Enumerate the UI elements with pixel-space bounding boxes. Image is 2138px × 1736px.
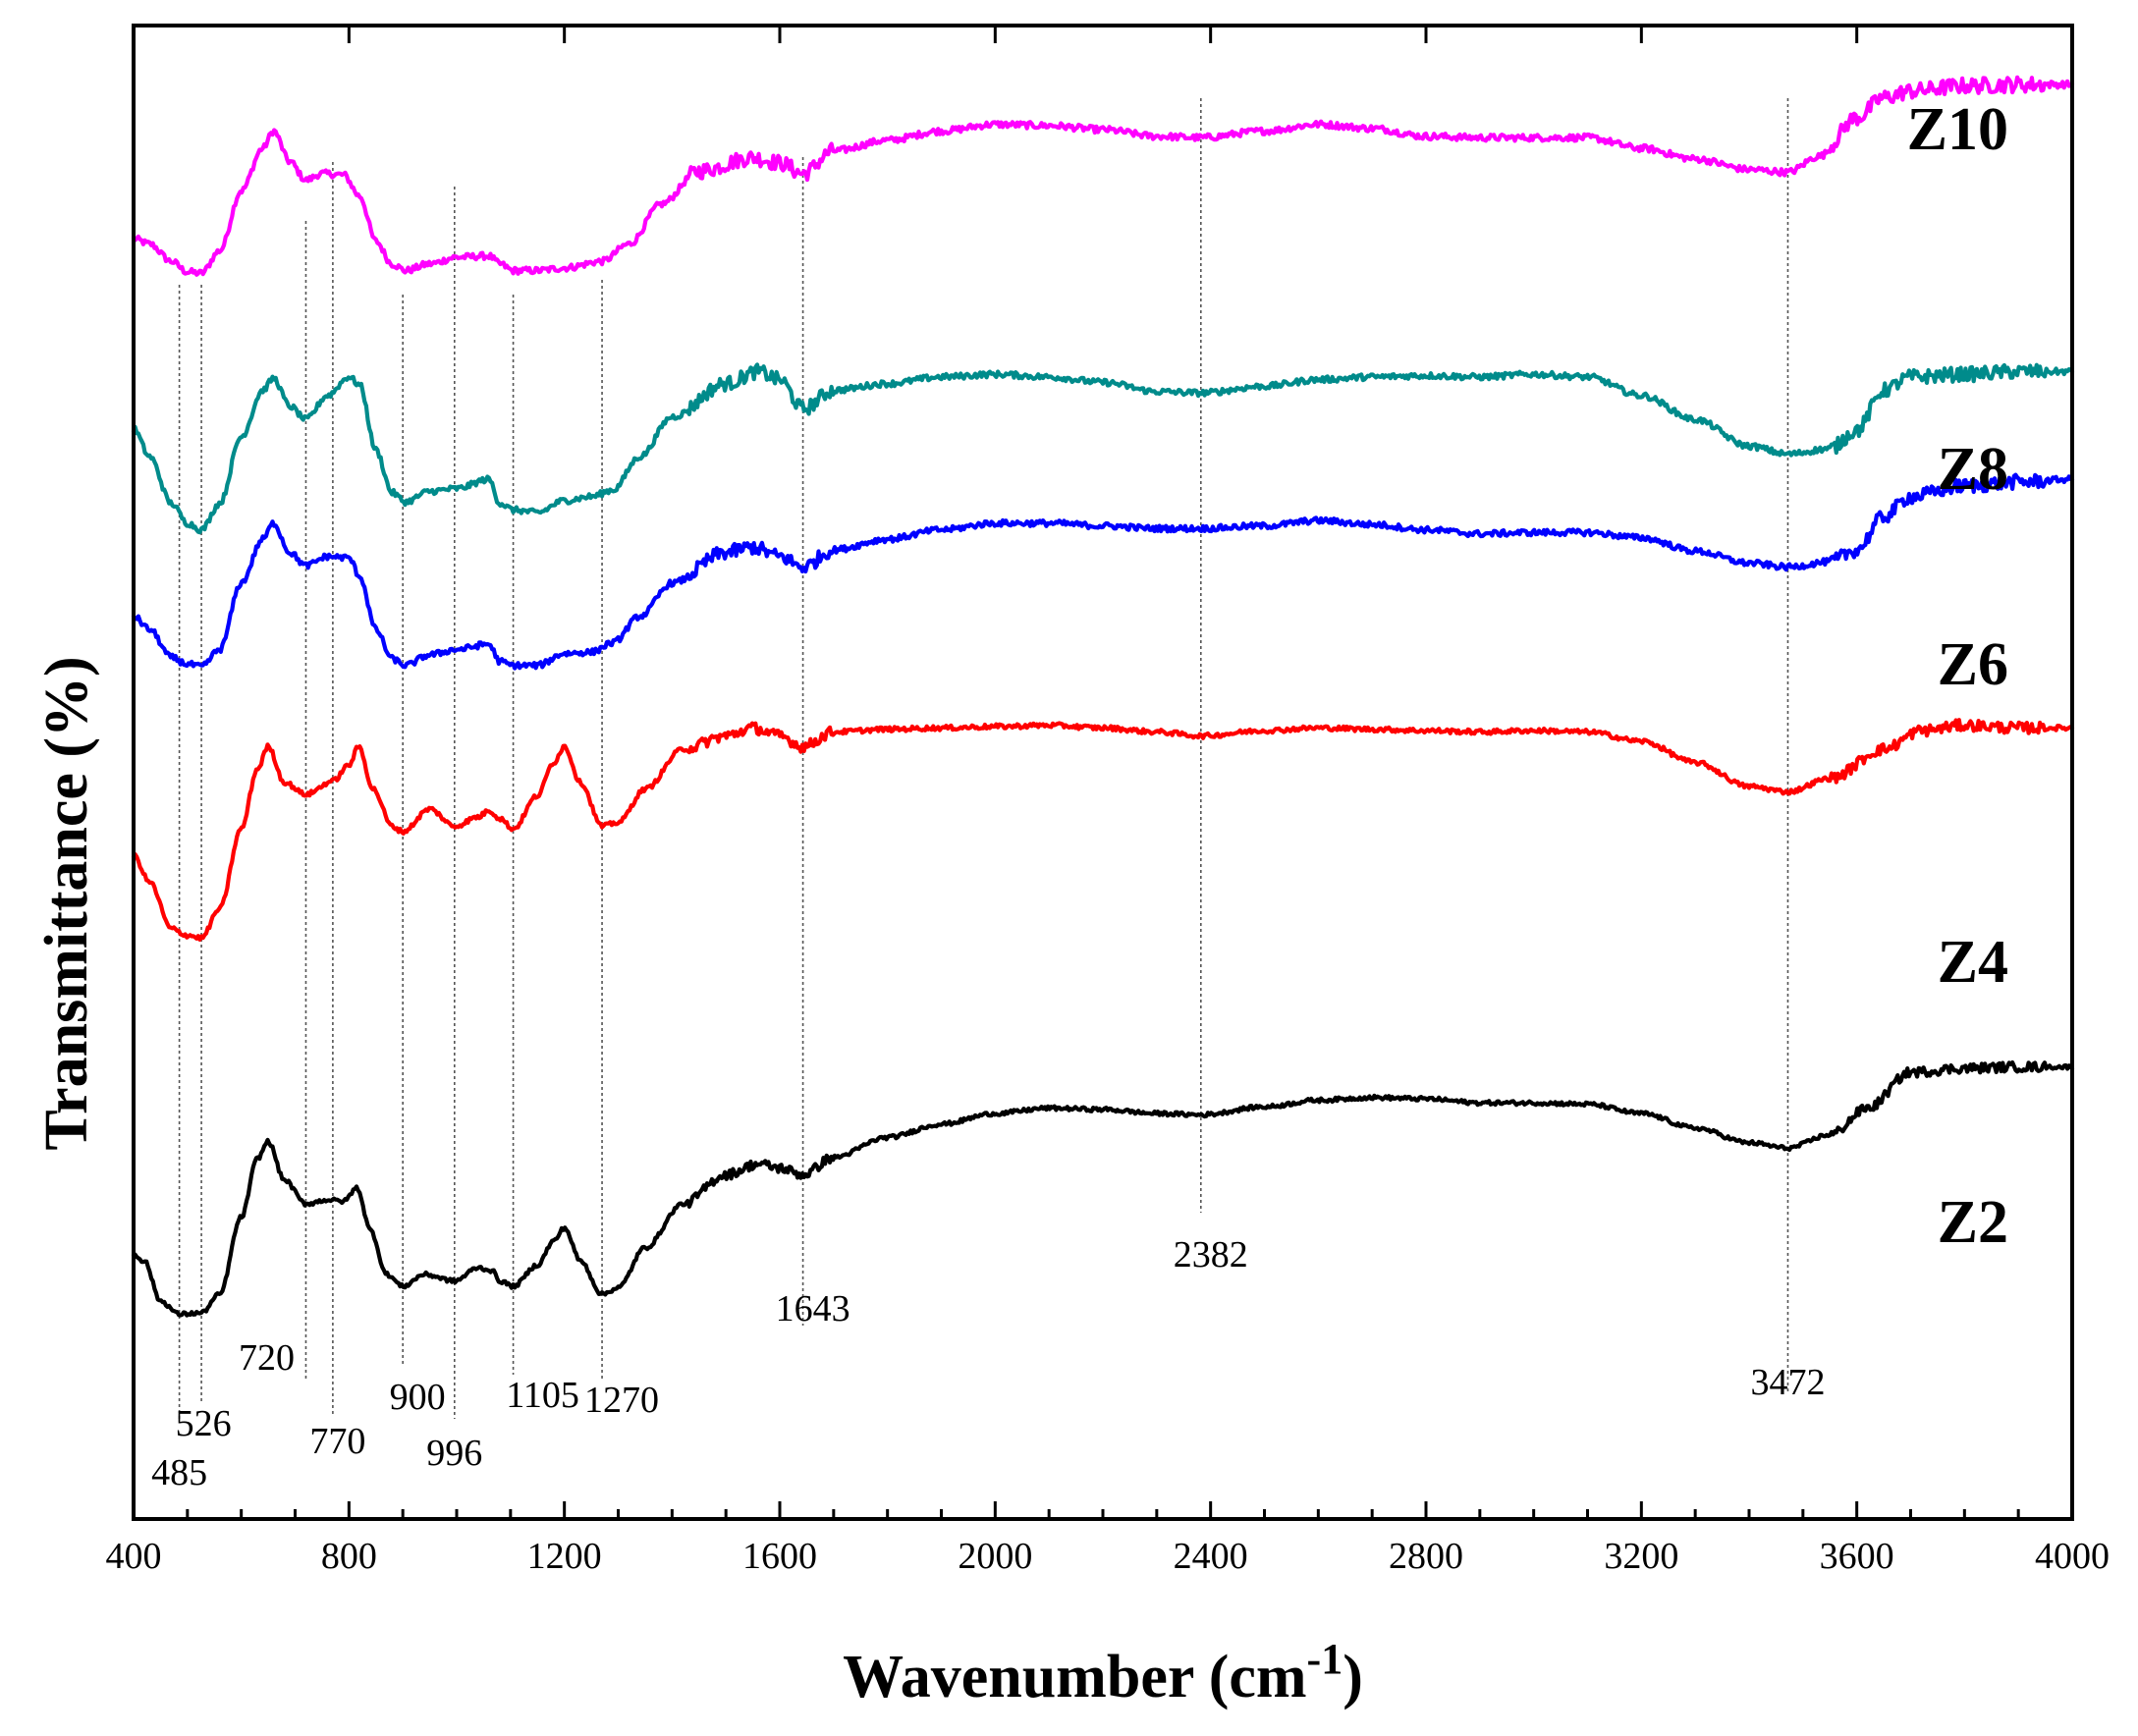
- series-label-z2: Z2: [1938, 1189, 2008, 1256]
- x-tick-label: 3600: [1820, 1536, 1894, 1577]
- x-tick-label: 2800: [1389, 1536, 1463, 1577]
- series-line-z8: [131, 362, 2075, 535]
- y-axis-title: Transmittance (%): [33, 656, 100, 1150]
- x-axis-title-main: Wavenumber (cm: [843, 1644, 1306, 1710]
- x-axis-title: Wavenumber (cm-1): [843, 1635, 1363, 1710]
- series-line-z2: [131, 1059, 2075, 1318]
- x-tick-label: 800: [321, 1536, 377, 1577]
- x-tick-label: 3200: [1604, 1536, 1678, 1577]
- peak-label: 2382: [1174, 1234, 1248, 1275]
- series-label-z6: Z6: [1938, 631, 2008, 698]
- series-line-z4: [131, 718, 2075, 942]
- x-axis-tick-labels: 400 800 1200 1600 2000 2400 2800 3200 3600 4000: [106, 1536, 2111, 1577]
- series-line-z10: [131, 75, 2075, 277]
- peak-label: 900: [390, 1377, 446, 1418]
- plot-frame: [132, 24, 2074, 1521]
- peak-label: 526: [176, 1403, 232, 1444]
- series-lines: [131, 75, 2075, 1318]
- x-axis-title-superscript: -1: [1307, 1635, 1343, 1683]
- peak-label: 1270: [584, 1380, 659, 1421]
- series-label-z10: Z10: [1907, 96, 2008, 163]
- peak-label: 720: [239, 1337, 295, 1379]
- peak-label: 485: [151, 1452, 207, 1493]
- peak-label: 1105: [506, 1375, 579, 1416]
- x-tick-label: 4000: [2035, 1536, 2110, 1577]
- x-tick-label: 2400: [1174, 1536, 1248, 1577]
- x-tick-label: 1600: [742, 1536, 817, 1577]
- x-axis-ticks: [132, 26, 2074, 1519]
- series-line-z6: [131, 472, 2075, 671]
- peak-label: 770: [309, 1421, 365, 1462]
- x-tick-label: 1200: [527, 1536, 602, 1577]
- peak-label: 996: [426, 1433, 482, 1474]
- series-labels: Z10 Z8 Z6 Z4 Z2: [1907, 96, 2008, 1256]
- peak-label: 3472: [1750, 1362, 1825, 1403]
- x-axis-title-close: ): [1343, 1644, 1363, 1710]
- series-label-z4: Z4: [1938, 929, 2008, 996]
- x-tick-label: 400: [106, 1536, 162, 1577]
- x-tick-label: 2000: [958, 1536, 1032, 1577]
- peak-label: 1643: [776, 1288, 850, 1329]
- series-label-z8: Z8: [1938, 436, 2008, 503]
